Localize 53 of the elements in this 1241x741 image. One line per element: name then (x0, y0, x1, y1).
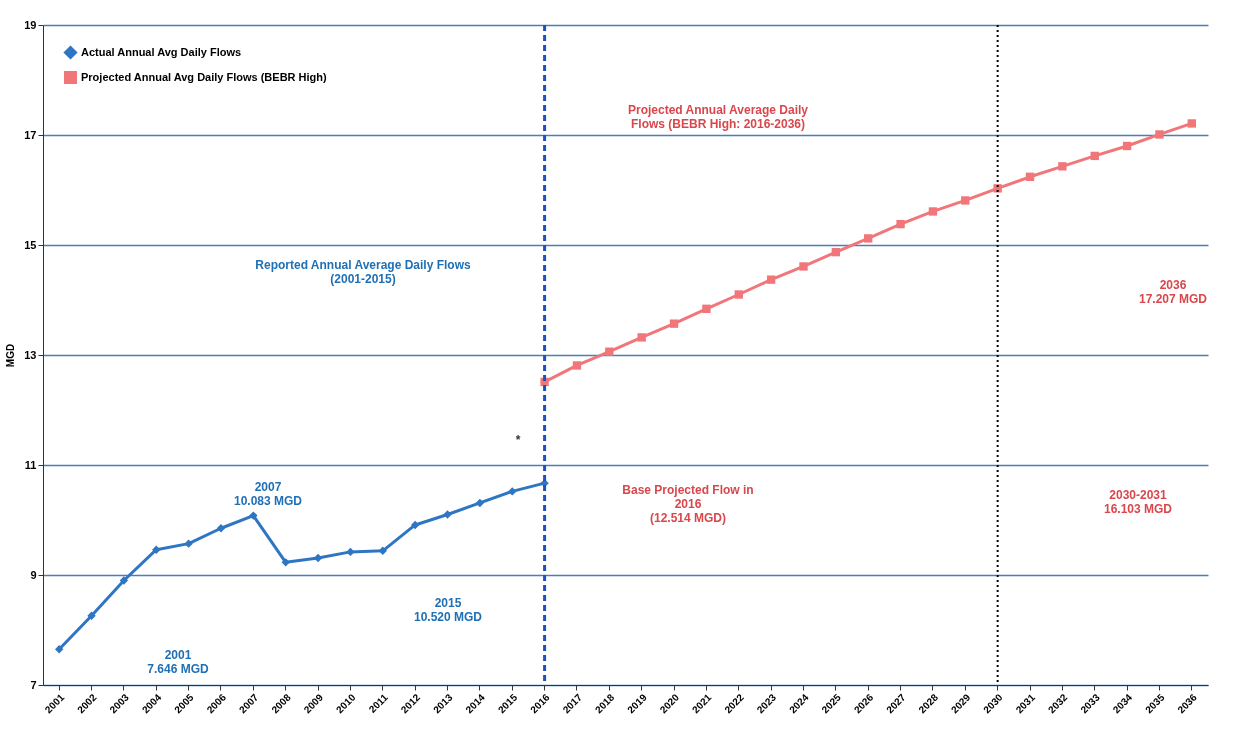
point (928, 207, 938, 216)
point (799, 262, 808, 271)
annotation: 2015 10.520 MGD (413, 596, 483, 624)
point (346, 547, 355, 557)
point (184, 539, 193, 548)
annotation: * (515, 433, 521, 447)
point (572, 361, 582, 370)
point (119, 576, 129, 585)
annotation: Projected Annual Average Daily Flows (BEBR High: 2016-2036) (627, 103, 809, 131)
annotation: 2001 7.646 MGD (147, 648, 210, 676)
y-tick-label: 9 (30, 568, 37, 581)
y-tick-label: 19 (24, 18, 37, 31)
point (1025, 172, 1035, 181)
point (864, 234, 873, 243)
point (637, 333, 646, 342)
point (766, 275, 776, 284)
y-tick-label: 11 (24, 458, 37, 471)
y-tick-label: 13 (24, 348, 37, 361)
point (993, 184, 1002, 193)
point (1155, 130, 1164, 139)
point (831, 247, 841, 257)
point (702, 304, 711, 313)
y-axis-title: MGD (5, 343, 17, 368)
point (669, 319, 679, 328)
annotation: 2036 17.207 MGD (1138, 278, 1208, 306)
legend-label: Projected Annual Avg Daily Flows (BEBR High) (81, 70, 328, 83)
point (249, 511, 258, 520)
point (55, 645, 64, 654)
annotation: Reported Annual Average Daily Flows (2001-2015) (255, 258, 472, 286)
point (378, 546, 387, 555)
annotation: 2030-2031 16.103 MGD (1103, 488, 1173, 516)
point (605, 347, 614, 356)
point (896, 219, 905, 229)
point (152, 545, 161, 554)
point (1187, 119, 1196, 128)
y-tick-label: 17 (24, 128, 37, 141)
point (281, 558, 290, 567)
annotation: 2007 10.083 MGD (233, 480, 303, 508)
annotation: Base Projected Flow in 2016 (12.514 MGD) (622, 483, 754, 525)
y-tick-label: 7 (30, 678, 37, 691)
point (1090, 151, 1099, 161)
point (410, 520, 420, 530)
point (734, 290, 743, 299)
point (475, 498, 485, 508)
legend-label: Actual Annual Avg Daily Flows (81, 45, 242, 58)
point (216, 524, 226, 533)
point (443, 510, 452, 519)
point (961, 196, 970, 205)
point (87, 611, 96, 620)
y-tick-label: 15 (24, 238, 37, 251)
point (1058, 162, 1067, 171)
point (1122, 141, 1132, 151)
point (508, 487, 517, 496)
